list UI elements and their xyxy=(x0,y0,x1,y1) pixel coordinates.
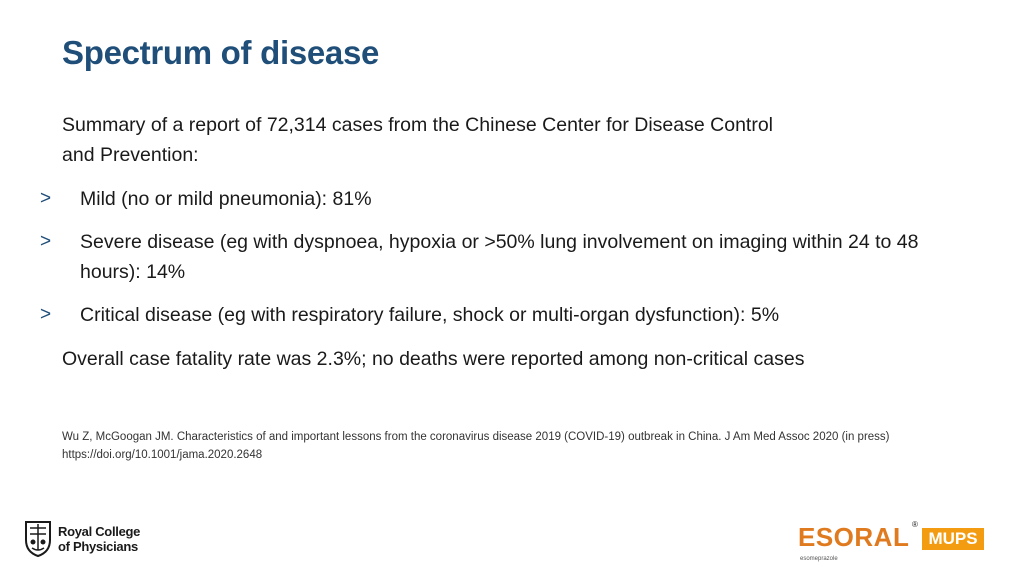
crest-icon xyxy=(25,521,51,558)
bullet-marker: > xyxy=(40,188,52,209)
rcp-logo: Royal College of Physicians xyxy=(24,520,140,558)
slide-title: Spectrum of disease xyxy=(62,34,380,71)
esoral-wordmark: ESORAL xyxy=(798,522,910,552)
bullet-text: Severe disease (eg with dyspnoea, hypoxi… xyxy=(80,231,919,283)
bullet-item-mild: > Mild (no or mild pneumonia): 81% xyxy=(40,184,940,214)
bullet-marker: > xyxy=(40,304,52,325)
summary-text: Overall case fatality rate was 2.3%; no … xyxy=(62,348,805,370)
mups-badge: MUPS xyxy=(922,528,984,550)
registered-mark: ® xyxy=(912,520,918,529)
rcp-wordmark: Royal College of Physicians xyxy=(58,524,140,554)
bullet-item-critical: > Critical disease (eg with respiratory … xyxy=(40,300,940,330)
esoral-mups-logo: ESORAL ® MUPS esomeprazole xyxy=(798,520,988,566)
reference-citation: Wu Z, McGoogan JM. Characteristics of an… xyxy=(62,431,890,461)
bullet-text: Mild (no or mild pneumonia): 81% xyxy=(80,188,372,210)
bullet-list: > Mild (no or mild pneumonia): 81% > Sev… xyxy=(40,184,940,330)
rcp-line-1: Royal College xyxy=(58,524,141,539)
bullet-marker: > xyxy=(40,231,52,252)
bullet-item-severe: > Severe disease (eg with dyspnoea, hypo… xyxy=(40,227,940,287)
bullet-text: Critical disease (eg with respiratory fa… xyxy=(80,304,780,326)
intro-text: Summary of a report of 72,314 cases from… xyxy=(62,114,773,166)
rcp-line-2: of Physicians xyxy=(58,539,138,554)
esoral-subtext: esomeprazole xyxy=(800,556,838,562)
